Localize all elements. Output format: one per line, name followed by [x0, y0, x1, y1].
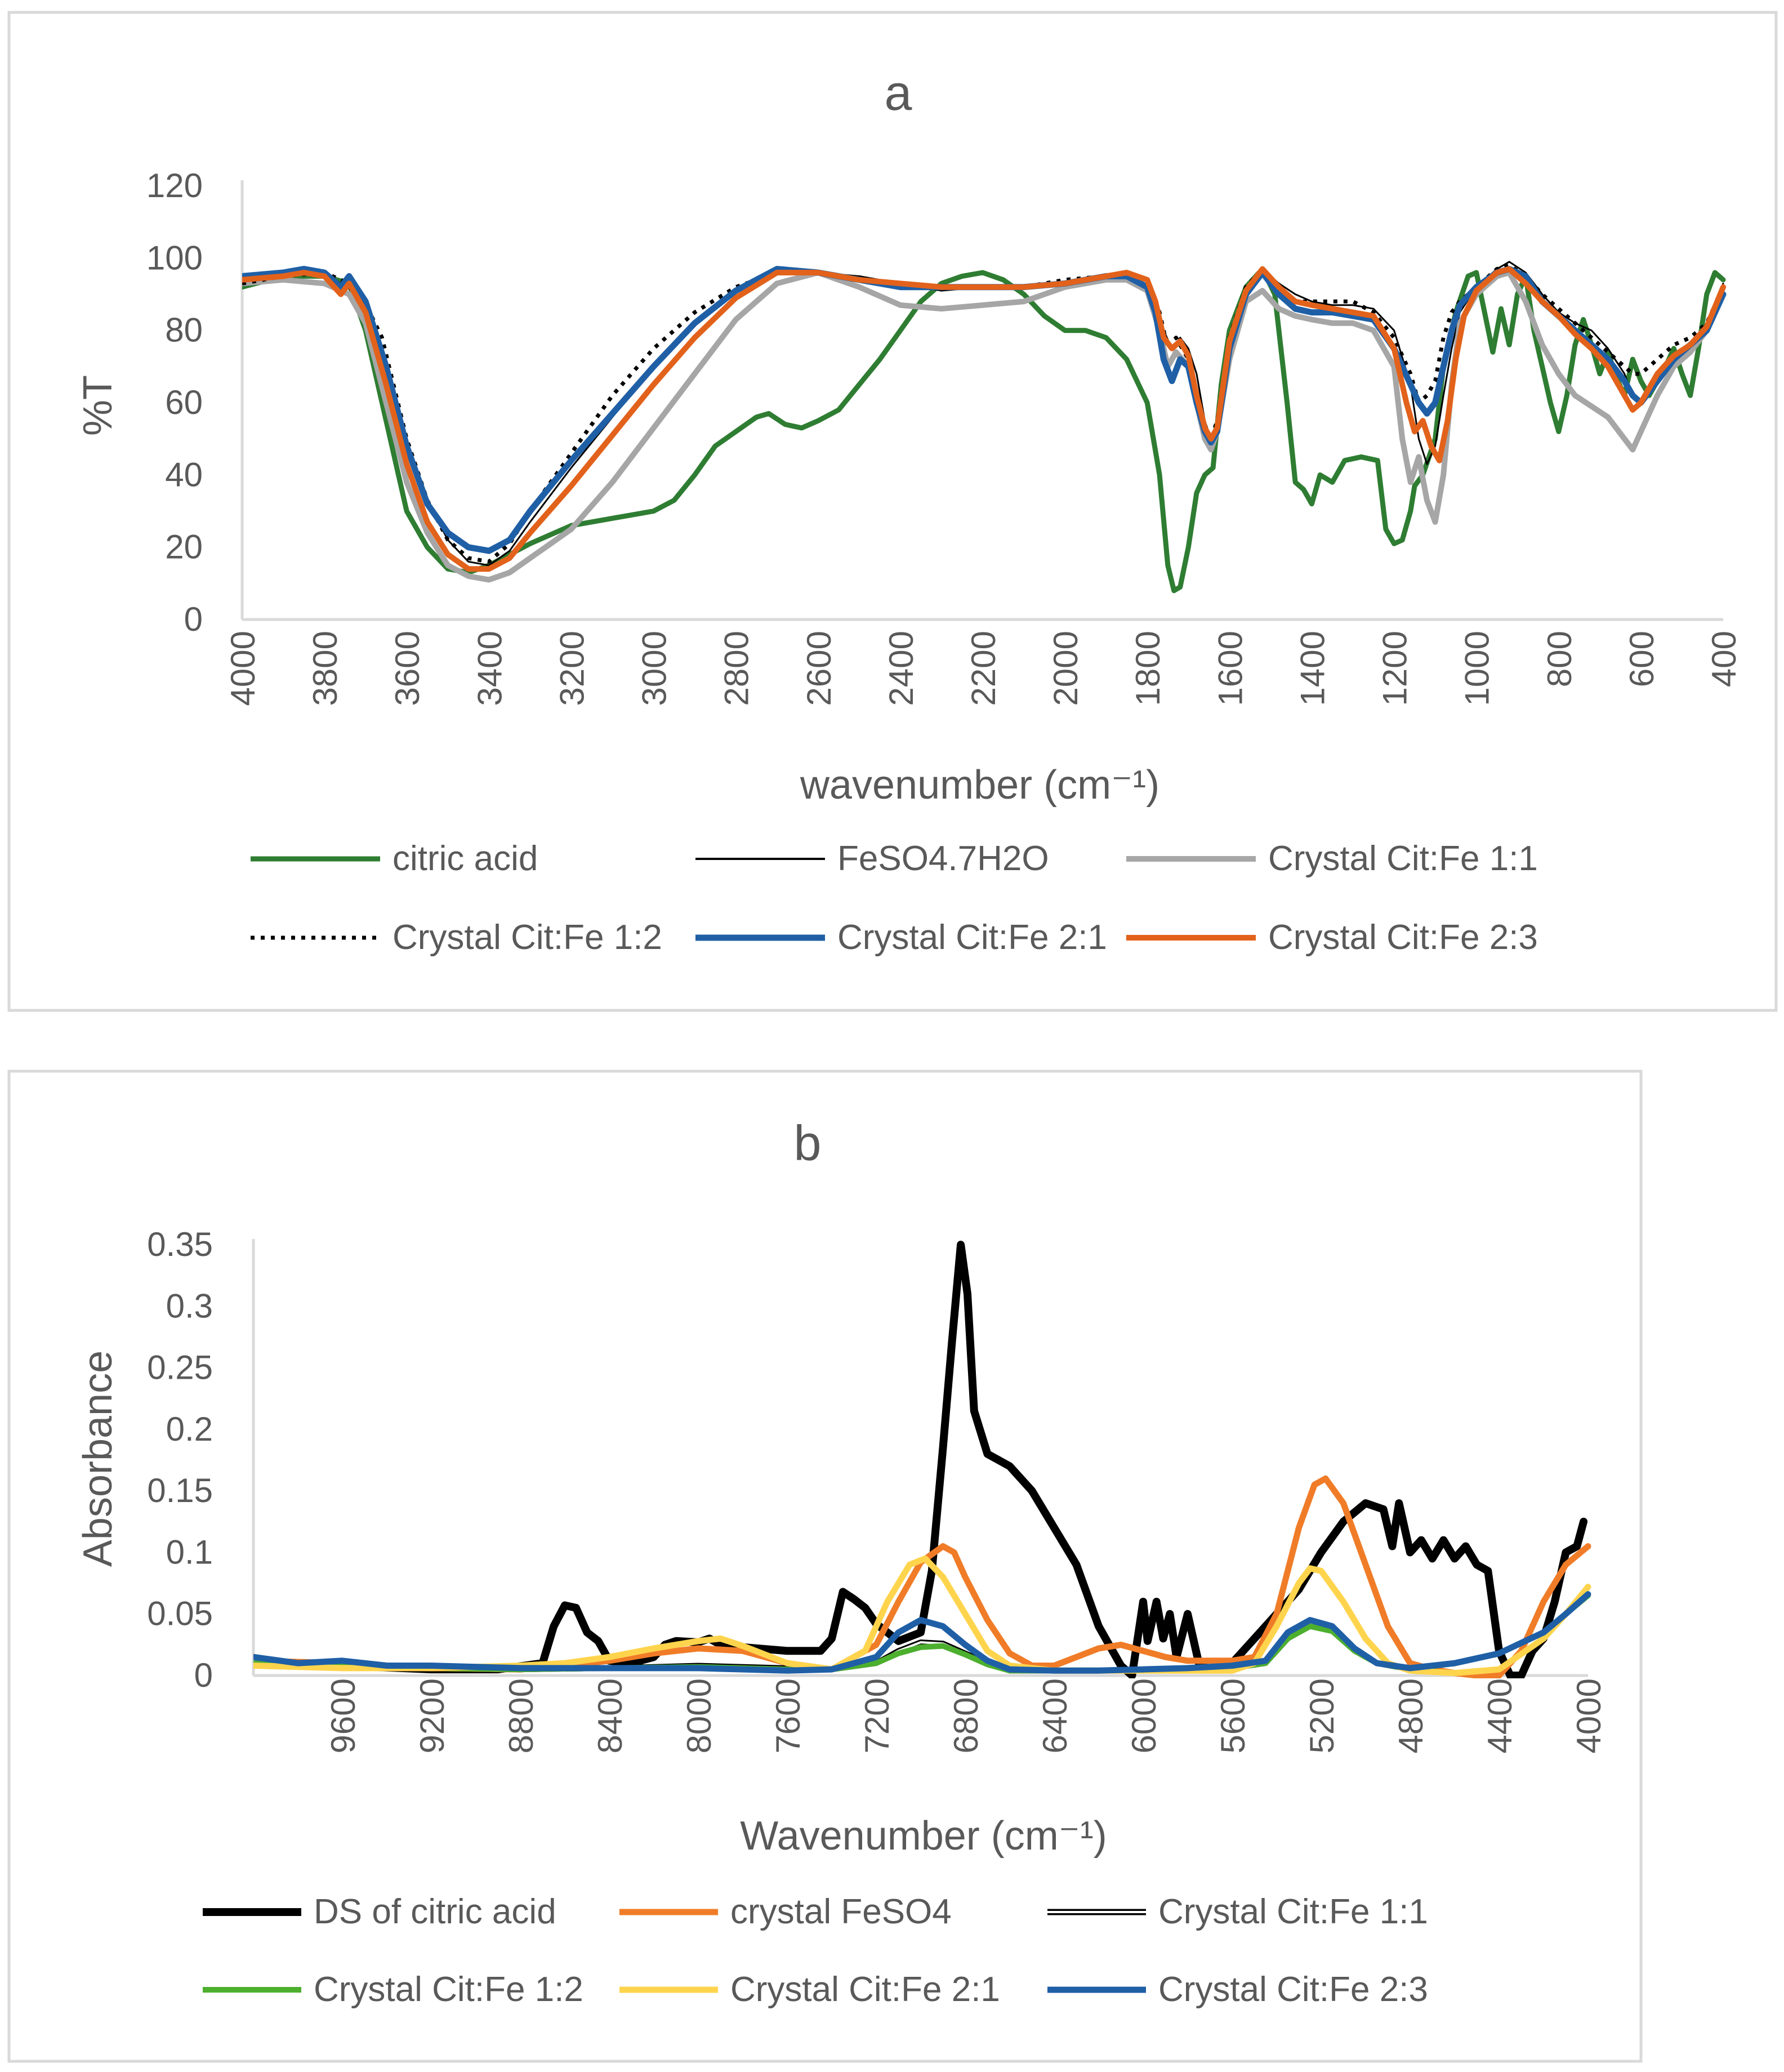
chart-a-legend-label: FeSO4.7H2O: [837, 839, 1049, 878]
chart-a-legend-label: Crystal Cit:Fe 1:2: [393, 918, 662, 957]
chart-a-x-tick-label: 1200: [1376, 631, 1414, 706]
chart-a-y-tick-label: 80: [165, 311, 203, 349]
chart-a-legend-entry: Crystal Cit:Fe 2:3: [1126, 918, 1538, 957]
chart-a-title: a: [885, 65, 912, 121]
chart-a-xlabel: wavenumber (cm⁻¹): [800, 763, 1159, 808]
chart-b-x-tick-label: 9200: [413, 1678, 451, 1753]
chart-b-legend-entry: Crystal Cit:Fe 1:1: [1047, 1892, 1428, 1931]
chart-b-legend-entry: Crystal Cit:Fe 1:2: [203, 1970, 583, 2009]
chart-b-x-tick-label: 8000: [680, 1678, 718, 1753]
chart-a-legend-label: Crystal Cit:Fe 1:1: [1268, 839, 1538, 878]
chart-b-legend-label: Crystal Cit:Fe 1:1: [1158, 1892, 1428, 1931]
chart-b-legend-label: DS of citric acid: [314, 1892, 556, 1931]
chart-b-x-tick-label: 5600: [1214, 1678, 1252, 1753]
chart-b-series-crystal-cit-fe-2-3: [253, 1591, 1591, 1674]
chart-a-x-tick-label: 3200: [553, 631, 591, 706]
chart-a-x-tick-label: 2400: [882, 631, 920, 706]
chart-a-legend-label: Crystal Cit:Fe 2:1: [837, 918, 1107, 957]
chart-b-title: b: [794, 1115, 822, 1171]
chart-a-y-tick-label: 120: [146, 167, 203, 204]
chart-b-legend-entry: Crystal Cit:Fe 2:1: [619, 1970, 1000, 2009]
chart-b-legend-entry: DS of citric acid: [203, 1892, 556, 1931]
chart-b-y-tick-label: 0.3: [166, 1287, 213, 1325]
chart-b-y-tick-label: 0.1: [166, 1533, 213, 1571]
chart-b-x-tick-label: 6400: [1036, 1678, 1074, 1753]
chart-a-legend-entry: Crystal Cit:Fe 1:2: [251, 918, 662, 957]
chart-a-x-tick-label: 2800: [718, 631, 756, 706]
chart-b-legend-entry: crystal FeSO4: [619, 1892, 952, 1931]
chart-a-x-tick-label: 800: [1541, 631, 1578, 687]
chart-b-ylabel: Absorbance: [75, 1351, 121, 1567]
chart-b-y-tick-label: 0.05: [147, 1595, 213, 1633]
chart-a-x-tick-label: 2000: [1047, 631, 1085, 706]
chart-b-legend-entry: Crystal Cit:Fe 2:3: [1047, 1970, 1428, 2009]
chart-a: a %T wavenumber (cm⁻¹) 0 20 40 60 80 100 120 40…: [7, 11, 1778, 1012]
chart-b-legend-label: crystal FeSO4: [730, 1892, 952, 1931]
chart-b-x-tick-label: 5200: [1303, 1678, 1341, 1753]
chart-a-y-tick-label: 100: [146, 239, 203, 277]
chart-a-legend-entry: FeSO4.7H2O: [695, 839, 1049, 878]
chart-a-frame: [7, 11, 1778, 1012]
chart-a-x-tick-label: 4000: [224, 631, 262, 706]
chart-b-y-tick-label: 0: [194, 1656, 213, 1694]
chart-a-legend-entry: Crystal Cit:Fe 1:1: [1126, 839, 1538, 878]
chart-a-x-tick-label: 1800: [1129, 631, 1167, 706]
chart-b-x-tick-label: 4000: [1570, 1678, 1608, 1753]
chart-a-series-crystal-cit-fe-2-3: [242, 266, 1726, 572]
chart-b-x-tick-label: 4400: [1481, 1678, 1519, 1753]
chart-b-x-tick-label: 9600: [324, 1678, 362, 1753]
chart-b-series-crystal-cit-fe-2-1: [253, 1555, 1591, 1677]
chart-a-legend-label: Crystal Cit:Fe 2:3: [1268, 918, 1538, 957]
chart-a-y-tick-label: 40: [165, 456, 203, 493]
chart-a-x-tick-label: 1400: [1294, 631, 1331, 706]
chart-b-legend-label: Crystal Cit:Fe 1:2: [314, 1970, 583, 2009]
chart-a-x-tick-label: 3400: [471, 631, 509, 706]
chart-a-legend-label: citric acid: [393, 839, 538, 878]
chart-a-y-tick-label: 0: [184, 600, 203, 638]
chart-a-x-tick-label: 3000: [636, 631, 674, 706]
chart-b-xlabel: Wavenumber (cm⁻¹): [740, 1813, 1107, 1859]
chart-b-x-tick-label: 8800: [502, 1678, 540, 1753]
chart-b-y-tick-label: 0.2: [166, 1410, 213, 1448]
chart-a-x-tick-label: 400: [1705, 631, 1743, 687]
chart-a-x-tick-label: 1000: [1459, 631, 1496, 706]
chart-a-y-tick-label: 60: [165, 384, 203, 421]
chart-b-y-tick-label: 0.15: [147, 1472, 213, 1509]
chart-b: b Absorbance Wavenumber (cm⁻¹) 0 0.05 0.1 0…: [7, 1070, 1643, 2063]
chart-a-legend-entry: Crystal Cit:Fe 2:1: [695, 918, 1107, 957]
chart-a-legend-entry: citric acid: [251, 839, 538, 878]
chart-b-x-tick-label: 6800: [947, 1678, 985, 1753]
chart-b-x-tick-label: 7600: [769, 1678, 807, 1753]
chart-b-x-tick-label: 8400: [591, 1678, 629, 1753]
chart-b-x-tick-label: 7200: [858, 1678, 896, 1753]
chart-a-x-tick-label: 3800: [306, 631, 344, 706]
chart-b-legend-label: Crystal Cit:Fe 2:1: [730, 1970, 1000, 2009]
chart-a-x-tick-label: 2600: [800, 631, 838, 706]
chart-a-x-tick-label: 600: [1623, 631, 1661, 687]
chart-a-x-tick-label: 2200: [965, 631, 1002, 706]
chart-b-y-tick-label: 0.25: [147, 1349, 213, 1387]
chart-b-legend-label: Crystal Cit:Fe 2:3: [1158, 1970, 1428, 2009]
chart-b-y-tick-label: 0.35: [147, 1226, 213, 1263]
chart-a-x-tick-label: 1600: [1211, 631, 1249, 706]
chart-a-x-tick-label: 3600: [389, 631, 426, 706]
chart-a-y-tick-label: 20: [165, 528, 203, 566]
chart-b-x-tick-label: 6000: [1125, 1678, 1163, 1753]
chart-b-x-tick-label: 4800: [1392, 1678, 1430, 1753]
chart-a-ylabel: %T: [75, 375, 121, 436]
